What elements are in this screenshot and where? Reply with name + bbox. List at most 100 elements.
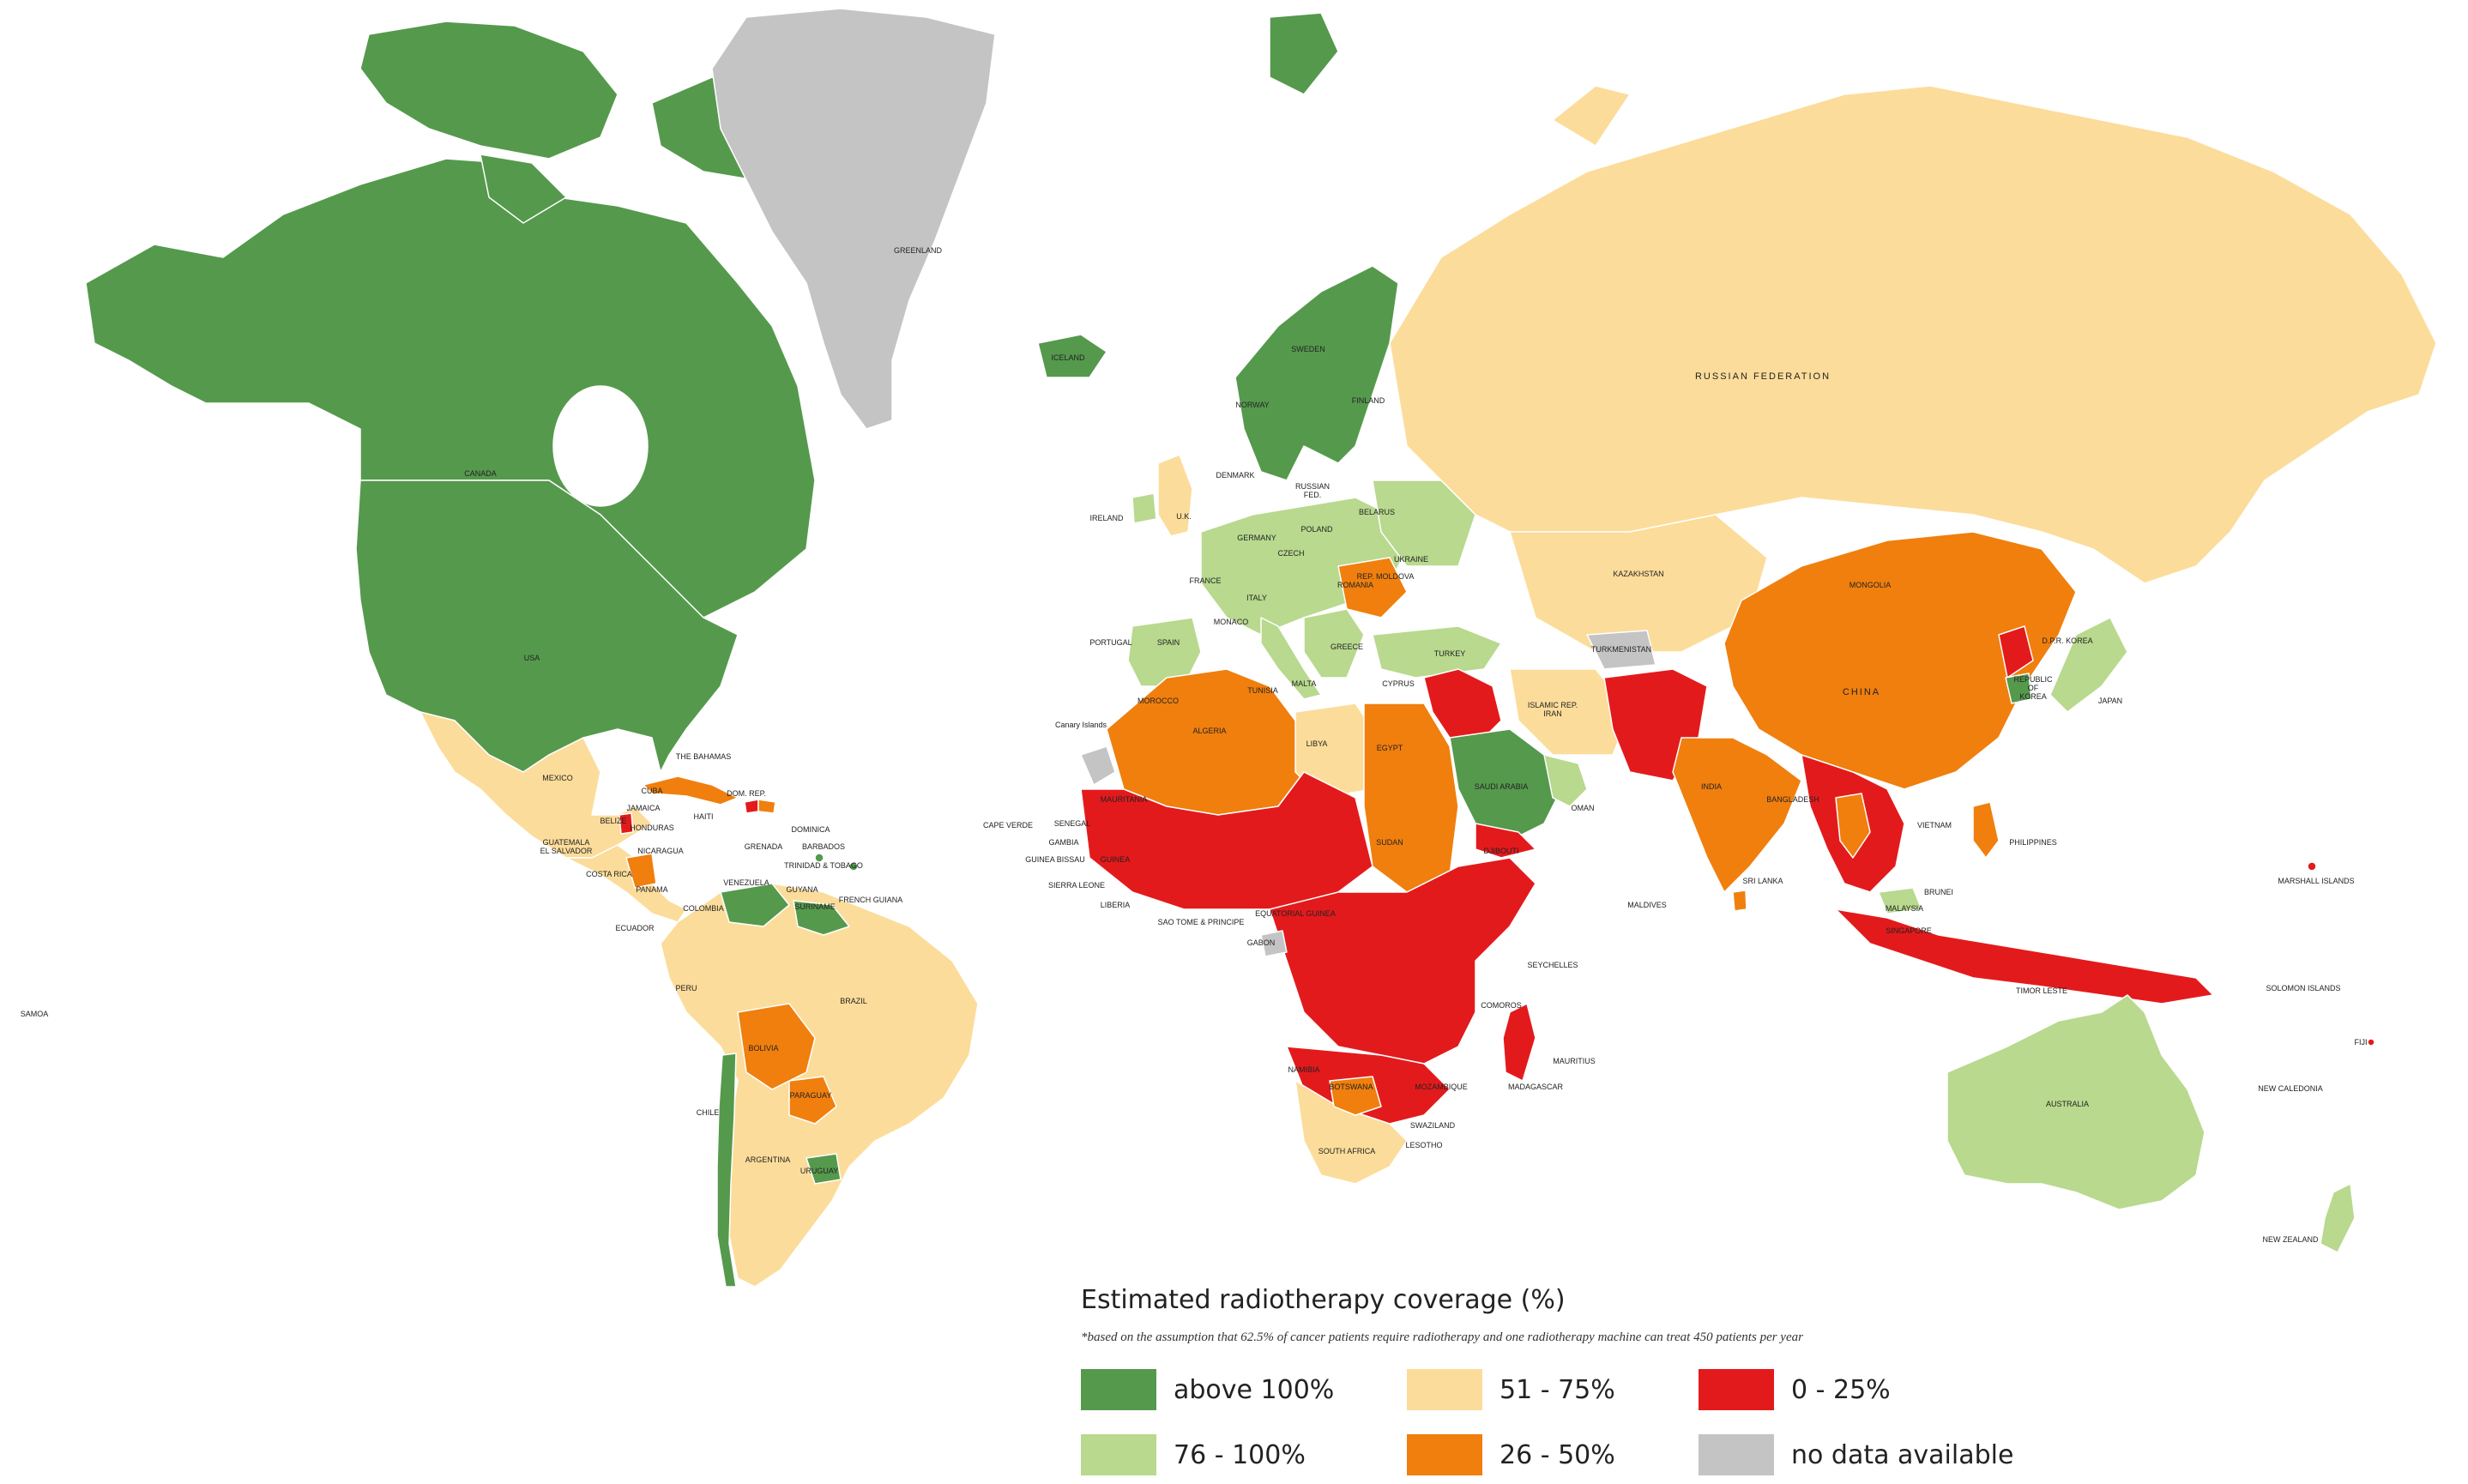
- label-barbados: BARBADOS: [802, 842, 845, 851]
- sri-lanka-shape: [1732, 890, 1747, 912]
- dom-rep-shape: [757, 799, 776, 814]
- belize-shape: [619, 812, 634, 835]
- label-canada: CANADA: [464, 469, 497, 478]
- label-sweden: SWEDEN: [1291, 345, 1325, 353]
- haiti-shape: [744, 799, 759, 814]
- label-chile: CHILE: [697, 1108, 720, 1117]
- label-panama: PANAMA: [636, 885, 667, 894]
- label-sierra-leone: SIERRA LEONE: [1048, 881, 1105, 890]
- label-romania: ROMANIA: [1337, 581, 1373, 589]
- label-peru: PERU: [675, 984, 697, 992]
- label-eq-guinea: EQUATORIAL GUINEA: [1255, 909, 1336, 918]
- label-belarus: BELARUS: [1359, 508, 1395, 516]
- turkmenistan-shape: [1586, 630, 1656, 670]
- label-guatemala: GUATEMALA EL SALVADOR: [540, 838, 593, 855]
- label-greenland: GREENLAND: [894, 246, 943, 255]
- legend-label: 51 - 75%: [1500, 1374, 1615, 1405]
- marshall-shape: [2307, 861, 2317, 872]
- label-philippines: PHILIPPINES: [2009, 838, 2057, 847]
- label-sri-lanka: SRI LANKA: [1742, 877, 1783, 885]
- legend-label: 26 - 50%: [1500, 1439, 1615, 1470]
- label-rep-korea: REPUBLIC OF KOREA: [2013, 675, 2053, 701]
- label-fiji: FIJI: [2355, 1038, 2368, 1047]
- legend-item-0-25: 0 - 25%: [1699, 1366, 2024, 1414]
- label-china: CHINA: [1843, 687, 1880, 697]
- label-canary: Canary Islands: [1055, 721, 1107, 729]
- label-australia: AUSTRALIA: [2046, 1100, 2089, 1108]
- label-kazakhstan: KAZAKHSTAN: [1613, 570, 1663, 578]
- label-russian-fed: RUSSIAN FED.: [1295, 482, 1330, 499]
- label-mauritania: MAURITANIA: [1101, 795, 1148, 804]
- label-solomon: SOLOMON ISLANDS: [2266, 984, 2340, 992]
- yemen-shape: [1475, 823, 1536, 859]
- label-belize: BELIZE: [600, 817, 626, 825]
- label-morocco: MOROCCO: [1137, 697, 1179, 705]
- label-india: INDIA: [1701, 782, 1722, 791]
- label-sudan: SUDAN: [1376, 838, 1403, 847]
- label-mexico: MEXICO: [542, 774, 573, 782]
- label-colombia: COLOMBIA: [683, 904, 724, 913]
- iceland-shape: [1037, 334, 1107, 378]
- legend-item-76-100: 76 - 100%: [1081, 1431, 1407, 1479]
- label-mauritius: MAURITIUS: [1553, 1057, 1596, 1065]
- label-greece: GREECE: [1331, 642, 1363, 651]
- uruguay-shape: [806, 1153, 842, 1185]
- label-turkmenistan: TURKMENISTAN: [1591, 645, 1651, 654]
- legend-label: above 100%: [1174, 1374, 1335, 1405]
- label-czech: CZECH: [1278, 549, 1305, 558]
- legend-swatch: [1081, 1434, 1156, 1475]
- label-denmark: DENMARK: [1216, 471, 1254, 480]
- central-east-africa: [1269, 857, 1536, 1065]
- label-finland: FINLAND: [1352, 396, 1385, 405]
- ireland-shape: [1131, 492, 1157, 524]
- label-poland: POLAND: [1300, 525, 1333, 534]
- label-ukraine: UKRAINE: [1394, 555, 1428, 564]
- label-tunisia: TUNISIA: [1247, 686, 1278, 695]
- legend-swatch: [1081, 1369, 1156, 1410]
- nicaragua-shape: [625, 853, 657, 889]
- indonesia-shape: [1835, 908, 2214, 1004]
- svalbard-shape: [1269, 12, 1339, 95]
- label-jamaica: JAMAICA: [626, 804, 660, 812]
- hudson-bay: [552, 385, 649, 507]
- label-cuba: CUBA: [641, 787, 662, 795]
- label-egypt: EGYPT: [1377, 744, 1403, 752]
- label-bangladesh: BANGLADESH: [1766, 795, 1819, 804]
- bolivia-shape: [737, 1003, 816, 1090]
- label-malta: MALTA: [1292, 679, 1317, 688]
- oman-uae: [1543, 754, 1588, 807]
- label-iceland: ICELAND: [1051, 353, 1085, 362]
- label-iran: ISLAMIC REP. IRAN: [1528, 701, 1578, 718]
- label-spain: SPAIN: [1157, 638, 1180, 647]
- venezuela-shape: [720, 883, 790, 927]
- usa-mainland: [355, 480, 739, 773]
- morocco-sahara: [1080, 745, 1116, 786]
- label-algeria: ALGERIA: [1192, 727, 1226, 735]
- label-nicaragua: NICARAGUA: [637, 847, 684, 855]
- egypt-sudan: [1363, 703, 1459, 893]
- label-guinea: GUINEA: [1101, 855, 1131, 864]
- balkans-greece: [1303, 608, 1365, 679]
- map-legend: Estimated radiotherapy coverage (%) *bas…: [1081, 1285, 2282, 1479]
- label-brazil: BRAZIL: [840, 997, 867, 1005]
- label-liberia: LIBERIA: [1101, 901, 1131, 909]
- label-costa-rica: COSTA RICA: [586, 870, 632, 878]
- australia-shape: [1946, 994, 2206, 1210]
- romania-moldova: [1337, 557, 1408, 618]
- label-marshall: MARSHALL ISLANDS: [2278, 877, 2354, 885]
- label-singapore: SINGAPORE: [1886, 926, 1932, 935]
- rep-korea: [2005, 673, 2032, 704]
- label-portugal: PORTUGAL: [1089, 638, 1131, 647]
- label-russian-federation: RUSSIAN FEDERATION: [1695, 371, 1831, 382]
- label-south-africa: SOUTH AFRICA: [1318, 1147, 1376, 1155]
- label-french-guiana: FRENCH GUIANA: [839, 896, 903, 904]
- paraguay-shape: [788, 1076, 837, 1125]
- legend-label: 0 - 25%: [1791, 1374, 1891, 1405]
- dpr-korea: [1998, 625, 2034, 679]
- label-ecuador: ECUADOR: [615, 924, 655, 932]
- madagascar-shape: [1502, 1003, 1536, 1082]
- label-cyprus: CYPRUS: [1382, 679, 1415, 688]
- label-turkey: TURKEY: [1434, 649, 1466, 658]
- legend-label: no data available: [1791, 1439, 2014, 1470]
- thailand-shape: [1835, 793, 1871, 859]
